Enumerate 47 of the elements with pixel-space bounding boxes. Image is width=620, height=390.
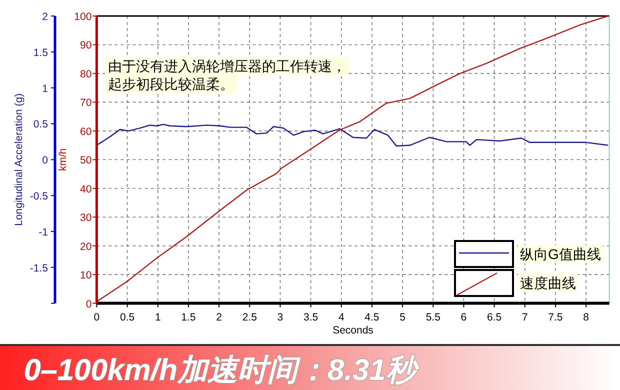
- y-tick-label: 1.5: [33, 46, 48, 59]
- x-tick-label: 1.5: [181, 311, 196, 324]
- y-tick-label: -1.5: [30, 262, 48, 274]
- legend-label: 纵向G值曲线: [520, 246, 601, 262]
- x-tick-label: 7.5: [548, 311, 563, 324]
- x-tick-label: 0.5: [120, 311, 135, 324]
- x-tick-label: 3.5: [303, 311, 318, 324]
- x-tick-label: 8: [583, 311, 590, 324]
- x-tick-label: 7: [522, 311, 528, 324]
- text: 0–100km/h加速时间：8.31秒: [24, 354, 420, 387]
- x-tick-label: 1: [154, 311, 161, 324]
- line-series: [96, 124, 609, 147]
- annotation: 起步初段比较温柔。: [108, 76, 234, 92]
- x-tick-label: 4.5: [364, 311, 380, 324]
- x-tick-label: 2.5: [242, 311, 258, 324]
- y2-axis-title: km/h: [57, 148, 69, 172]
- x-tick-label: 4: [338, 311, 344, 324]
- x-axis-title: Seconds: [332, 324, 374, 336]
- y-tick-label: 0: [42, 154, 48, 167]
- y-tick-label: 2: [42, 11, 48, 23]
- x-tick-label: 5.5: [426, 311, 441, 324]
- y2-tick-label: 30: [80, 212, 92, 224]
- y2-tick-label: 90: [80, 40, 92, 52]
- x-tick-label: 6.5: [486, 311, 502, 324]
- annotation: 由于没有进入涡轮增压器的工作转速，: [105, 57, 349, 75]
- y-tick-label: -1: [38, 226, 48, 238]
- y2-tick-label: 50: [80, 154, 92, 167]
- x-tick-label: 5: [400, 311, 406, 324]
- x-tick-label: 0: [94, 311, 100, 324]
- y2-tick-label: 70: [80, 97, 92, 110]
- y-tick-label: -0.5: [30, 190, 48, 203]
- line-series: [96, 15, 609, 302]
- y2-tick-label: 60: [80, 126, 92, 138]
- x-tick-label: 6: [460, 311, 467, 324]
- x-tick-label: 3: [277, 311, 284, 324]
- legend-label: 速度曲线: [520, 275, 576, 291]
- x-tick-label: 2: [216, 311, 222, 324]
- y-tick-label: 1: [42, 82, 48, 95]
- y2-tick-label: 20: [80, 240, 92, 253]
- y-tick-label: 0.5: [33, 118, 48, 131]
- y2-tick-label: 0: [86, 298, 92, 310]
- y2-tick-label: 40: [80, 183, 92, 196]
- y2-tick-label: 100: [74, 11, 92, 23]
- y2-tick-label: 10: [80, 270, 92, 282]
- y-axis-title: Longitudinal Acceleration (g): [13, 93, 25, 226]
- y2-tick-label: 80: [80, 68, 92, 80]
- annotation: 起步初段比较温柔。: [105, 75, 237, 93]
